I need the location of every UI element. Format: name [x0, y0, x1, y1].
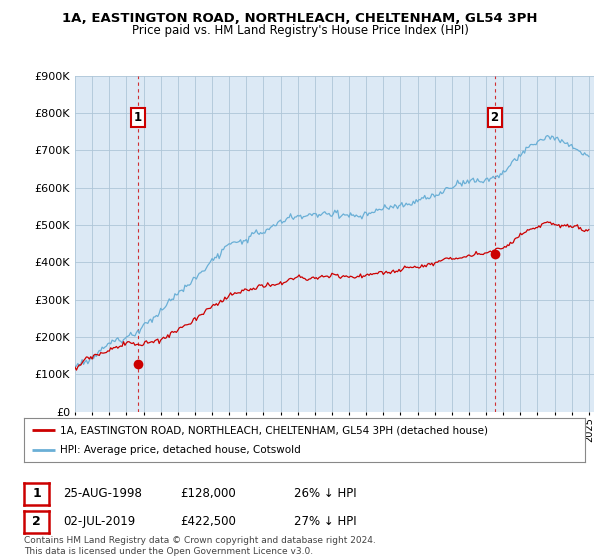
Text: 27% ↓ HPI: 27% ↓ HPI: [294, 515, 356, 529]
Text: 1: 1: [133, 111, 142, 124]
Text: 2: 2: [491, 111, 499, 124]
Text: HPI: Average price, detached house, Cotswold: HPI: Average price, detached house, Cots…: [61, 445, 301, 455]
Text: £422,500: £422,500: [180, 515, 236, 529]
Text: 2: 2: [32, 515, 41, 529]
Text: Contains HM Land Registry data © Crown copyright and database right 2024.
This d: Contains HM Land Registry data © Crown c…: [24, 536, 376, 556]
Text: £128,000: £128,000: [180, 487, 236, 501]
Text: Price paid vs. HM Land Registry's House Price Index (HPI): Price paid vs. HM Land Registry's House …: [131, 24, 469, 36]
Text: 26% ↓ HPI: 26% ↓ HPI: [294, 487, 356, 501]
Text: 1A, EASTINGTON ROAD, NORTHLEACH, CHELTENHAM, GL54 3PH: 1A, EASTINGTON ROAD, NORTHLEACH, CHELTEN…: [62, 12, 538, 25]
Text: 02-JUL-2019: 02-JUL-2019: [63, 515, 135, 529]
Text: 1A, EASTINGTON ROAD, NORTHLEACH, CHELTENHAM, GL54 3PH (detached house): 1A, EASTINGTON ROAD, NORTHLEACH, CHELTEN…: [61, 425, 488, 435]
Text: 25-AUG-1998: 25-AUG-1998: [63, 487, 142, 501]
Text: 1: 1: [32, 487, 41, 501]
